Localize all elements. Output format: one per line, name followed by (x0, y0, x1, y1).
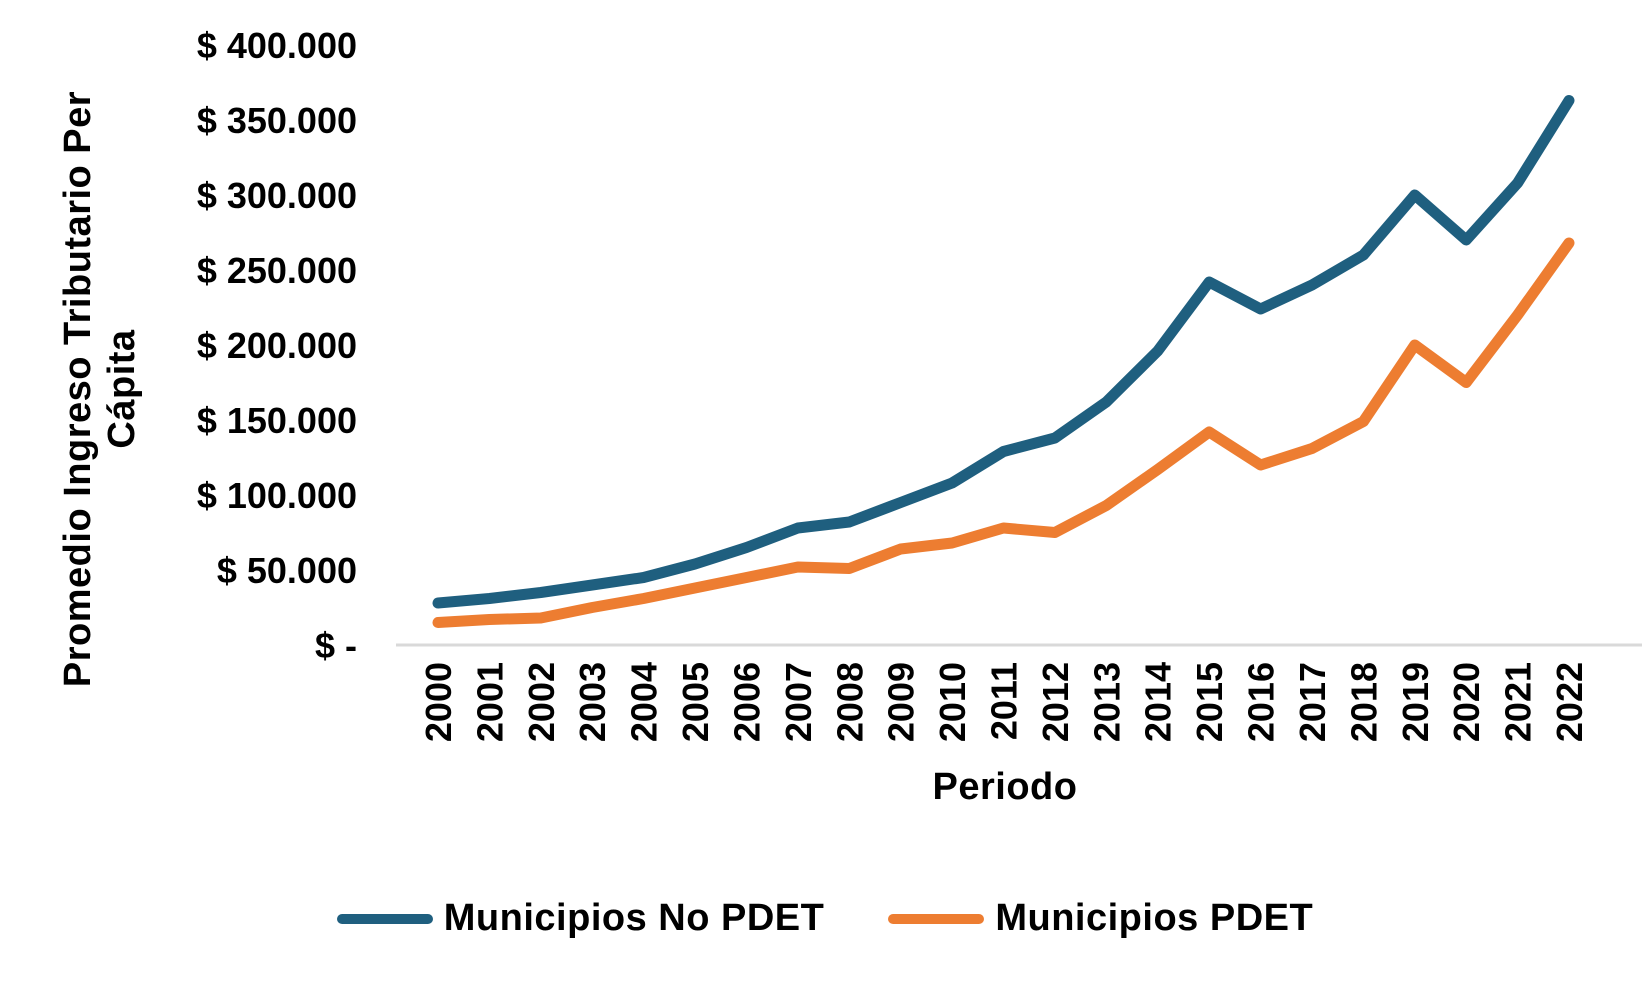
x-tick-label: 2018 (1343, 662, 1384, 742)
x-tick-label: 2021 (1498, 662, 1539, 742)
x-tick-label: 2019 (1395, 662, 1436, 742)
x-tick-label: 2020 (1446, 662, 1487, 742)
legend-item-municipios-no-pdet: Municipios No PDET (336, 897, 825, 940)
x-tick-label: 2007 (778, 662, 819, 742)
x-axis-title: Periodo (932, 766, 1078, 808)
series-line-municipios-no-pdet (432, 95, 1575, 609)
x-tick-label: 2008 (829, 662, 870, 742)
y-axis-title-line1: Promedio Ingreso Tributario Per (56, 90, 99, 688)
y-tick-label: $ 400.000 (197, 25, 357, 66)
x-tick-label: 2002 (521, 662, 562, 742)
x-tick-label: 2000 (418, 662, 459, 742)
legend-swatch-municipios-pdet (888, 913, 985, 924)
x-tick-label: 2014 (1138, 662, 1179, 742)
x-tick-label: 2012 (1035, 662, 1076, 742)
x-tick-label: 2011 (984, 662, 1025, 740)
y-axis-title-line2: Cápita (101, 329, 143, 449)
y-tick-label: $ 300.000 (197, 175, 357, 216)
x-tick-label: 2015 (1189, 662, 1230, 742)
series-line-municipios-pdet (432, 237, 1575, 628)
x-tick-label: 2010 (932, 662, 973, 742)
legend: Municipios No PDET Municipios PDET (0, 897, 1650, 940)
legend-label-municipios-pdet: Municipios PDET (995, 897, 1314, 939)
x-tick-label: 2016 (1241, 662, 1282, 742)
y-tick-label: $ - (315, 625, 357, 666)
y-tick-label: $ 200.000 (197, 325, 357, 366)
x-tick-label: 2009 (881, 662, 922, 742)
y-tick-label: $ 100.000 (197, 475, 357, 516)
x-tick-label: 2004 (624, 662, 665, 742)
x-tick-label: 2013 (1086, 662, 1127, 742)
y-tick-label: $ 250.000 (197, 250, 357, 291)
y-axis-title: Promedio Ingreso Tributario Per Cápita (52, 49, 148, 729)
y-tick-label: $ 50.000 (217, 550, 357, 591)
legend-label-municipios-no-pdet: Municipios No PDET (443, 897, 825, 939)
x-tick-label: 2003 (572, 662, 613, 742)
x-tick-label: 2022 (1549, 662, 1590, 742)
x-tick-label: 2006 (726, 662, 767, 742)
x-tick-label: 2017 (1292, 662, 1333, 742)
x-tick-label: 2005 (675, 662, 716, 742)
x-tick-label: 2001 (469, 662, 510, 742)
y-tick-label: $ 150.000 (197, 400, 357, 441)
legend-swatch-municipios-no-pdet (336, 913, 433, 924)
legend-item-municipios-pdet: Municipios PDET (888, 897, 1313, 940)
y-tick-label: $ 350.000 (197, 100, 357, 141)
